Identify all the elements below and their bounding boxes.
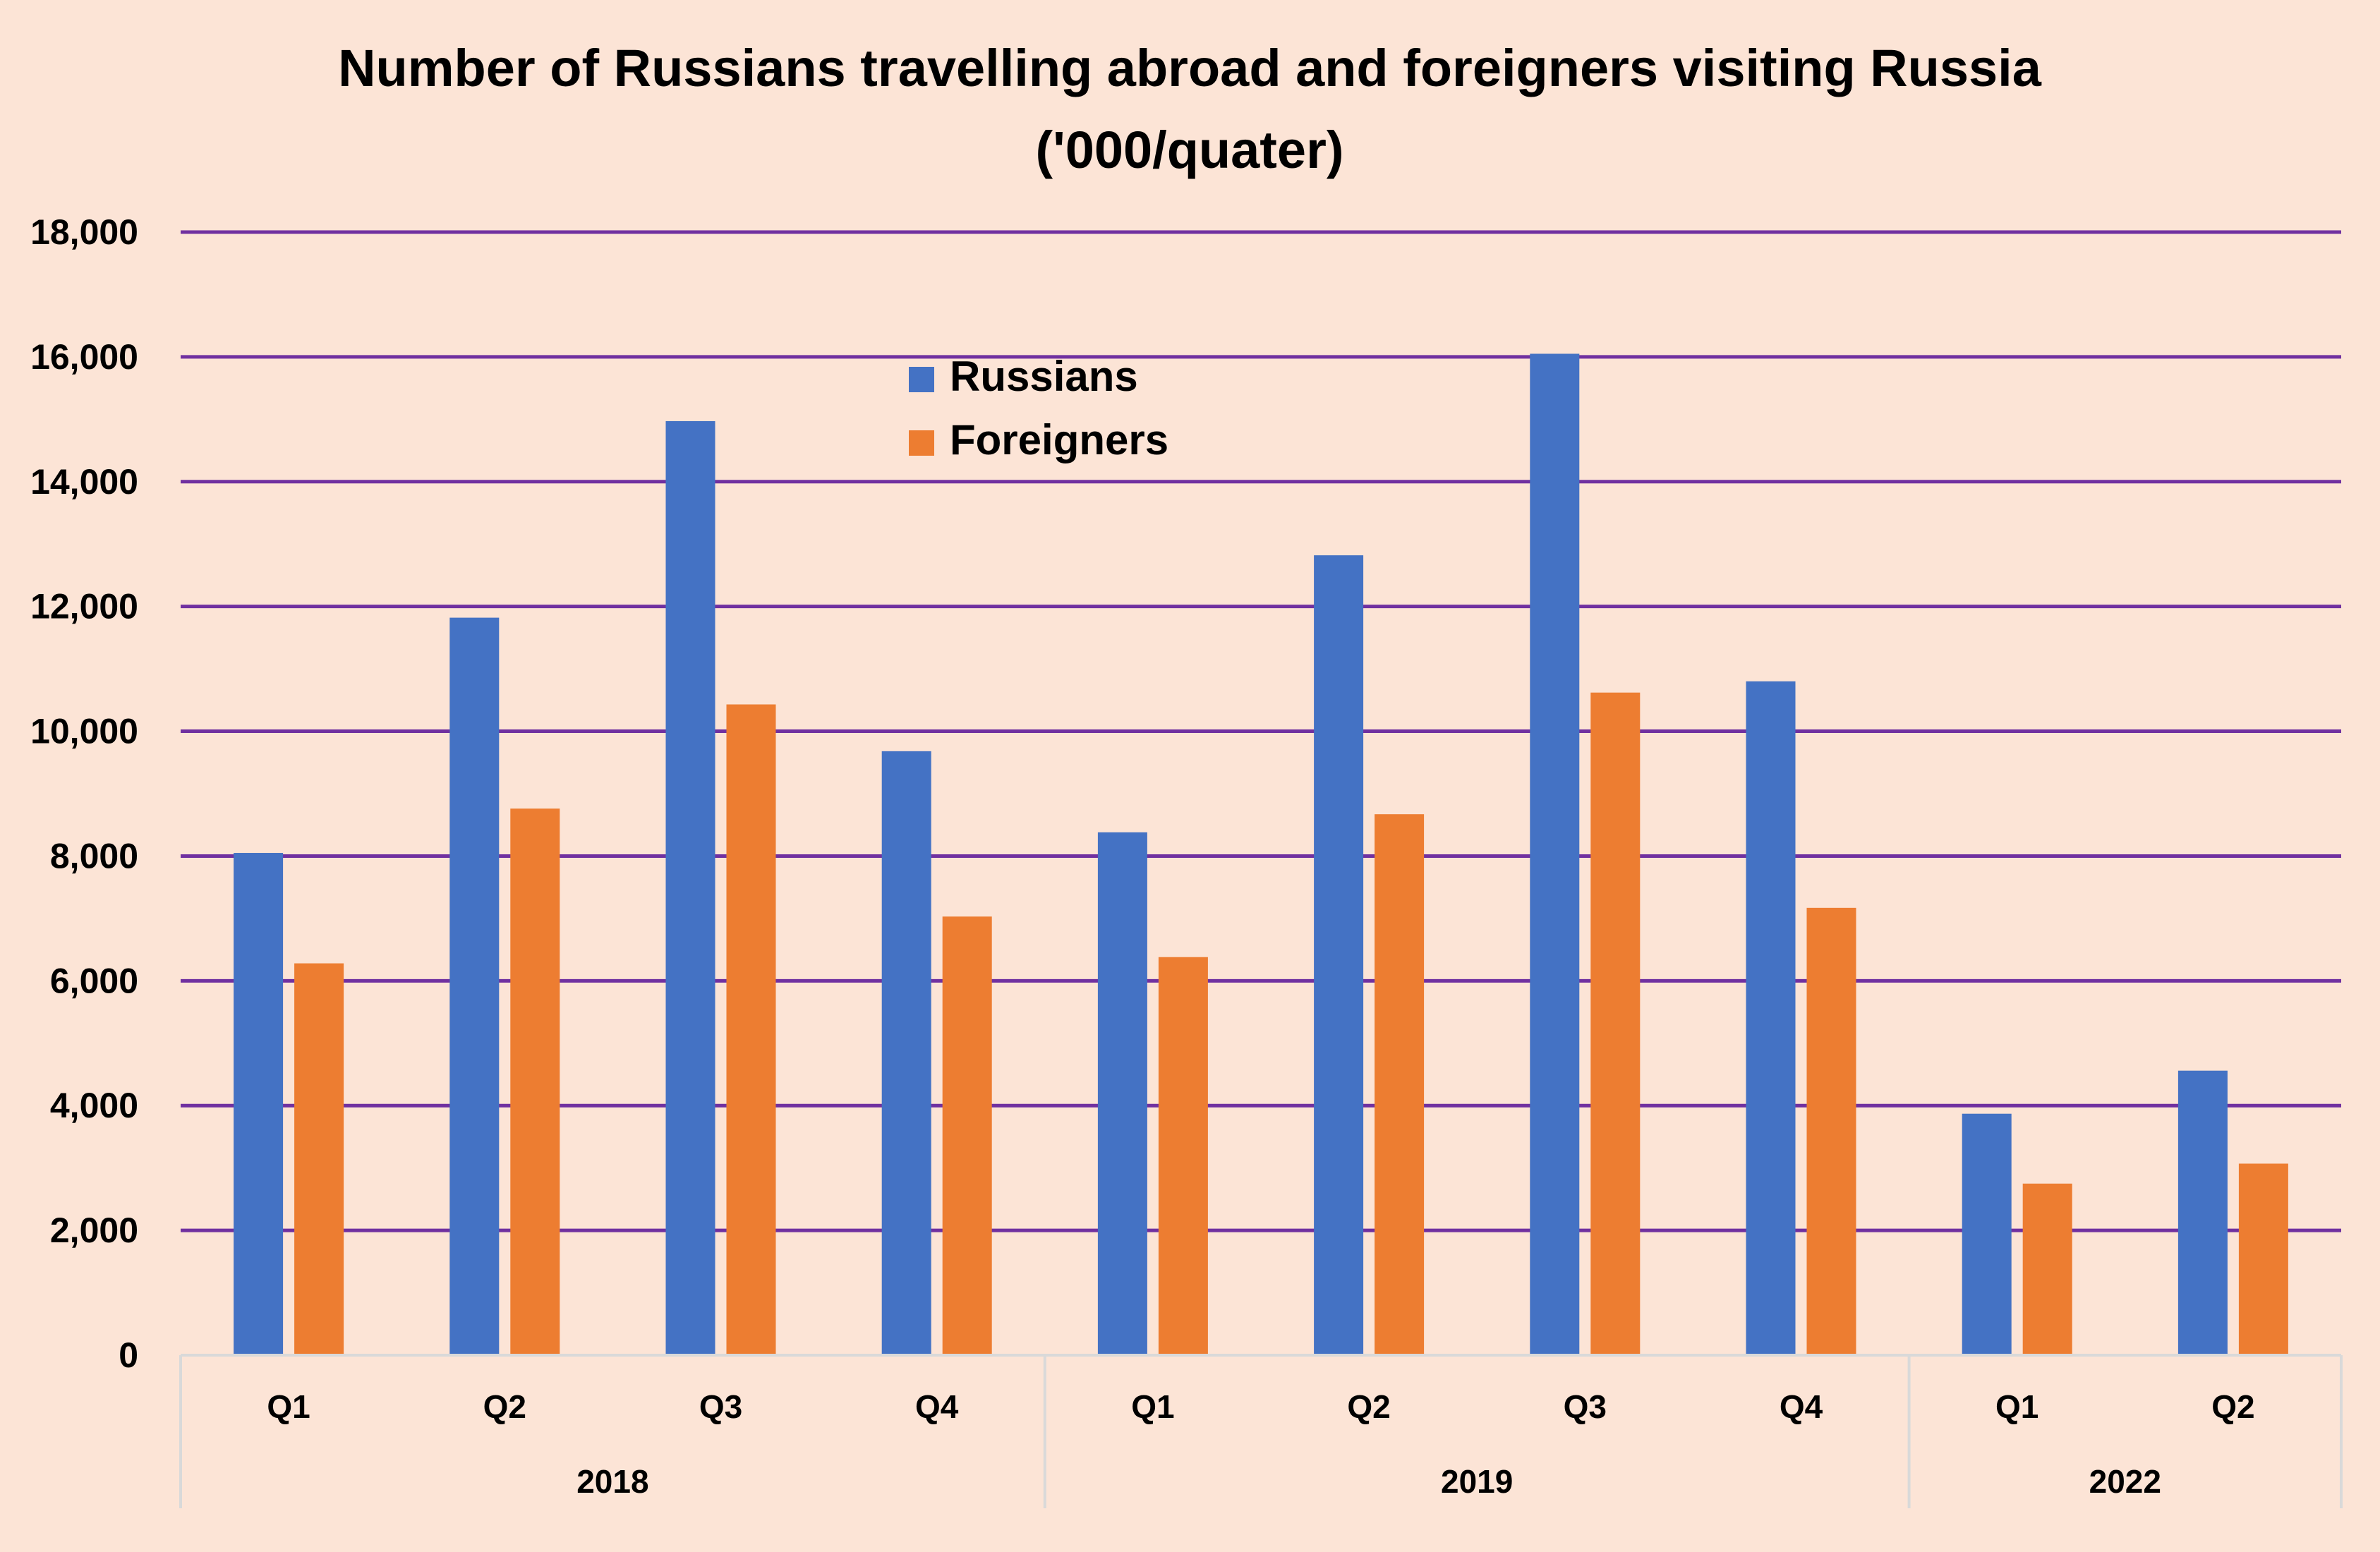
x-tick-label: Q2 <box>1347 1388 1390 1425</box>
bar-russians-9 <box>1962 1113 2012 1355</box>
x-tick-label: Q1 <box>1995 1388 2038 1425</box>
bar-russians-5 <box>1097 832 1147 1355</box>
bar-foreigners-7 <box>1590 692 1641 1355</box>
bar-foreigners-6 <box>1375 814 1425 1355</box>
y-tick-label: 14,000 <box>30 462 138 502</box>
x-tick-label: Q2 <box>2211 1388 2254 1425</box>
legend-swatch-foreigners <box>909 430 934 456</box>
bar-russians-10 <box>2177 1070 2228 1355</box>
bar-russians-1 <box>234 853 284 1355</box>
x-tick-label: Q4 <box>1780 1388 1823 1425</box>
bar-foreigners-1 <box>294 963 344 1355</box>
x-tick-label: Q1 <box>267 1388 310 1425</box>
chart-title: Number of Russians travelling abroad and… <box>338 39 2042 97</box>
y-tick-label: 18,000 <box>30 212 138 252</box>
y-tick-label: 6,000 <box>50 961 138 1000</box>
bar-russians-7 <box>1530 353 1580 1355</box>
bar-russians-2 <box>449 617 500 1355</box>
bar-foreigners-5 <box>1158 957 1208 1355</box>
bar-russians-3 <box>665 420 715 1355</box>
y-tick-label: 0 <box>119 1335 138 1375</box>
bar-foreigners-2 <box>510 808 560 1355</box>
bar-foreigners-8 <box>1806 907 1856 1355</box>
legend-label-russians: Russians <box>950 353 1138 400</box>
x-tick-label: Q3 <box>699 1388 742 1425</box>
legend: Russians Foreigners <box>909 353 1168 463</box>
x-tick-label: Q1 <box>1131 1388 1174 1425</box>
x-axis: Q1 Q2 Q3 Q4 2018 Q1 Q2 Q3 Q4 2019 Q1 Q2 2022 <box>179 1354 2343 1508</box>
bars <box>234 353 2288 1355</box>
y-tick-label: 16,000 <box>30 337 138 377</box>
legend-swatch-russians <box>909 367 934 392</box>
bar-foreigners-9 <box>2022 1183 2072 1355</box>
x-group-label: 2018 <box>576 1463 648 1500</box>
legend-label-foreigners: Foreigners <box>950 416 1168 463</box>
x-group-label: 2022 <box>2089 1463 2161 1500</box>
bar-russians-6 <box>1314 555 1364 1355</box>
y-tick-label: 2,000 <box>50 1211 138 1250</box>
bar-foreigners-4 <box>942 916 992 1355</box>
chart-subtitle: ('000/quater) <box>1035 121 1343 179</box>
x-tick-label: Q2 <box>483 1388 526 1425</box>
bar-russians-8 <box>1746 681 1796 1355</box>
y-tick-label: 10,000 <box>30 712 138 751</box>
y-tick-label: 8,000 <box>50 836 138 875</box>
x-tick-label: Q3 <box>1564 1388 1607 1425</box>
bar-foreigners-10 <box>2238 1163 2288 1355</box>
y-tick-label: 12,000 <box>30 587 138 626</box>
x-group-label: 2019 <box>1441 1463 1513 1500</box>
x-tick-label: Q4 <box>915 1388 959 1425</box>
bar-foreigners-3 <box>726 704 776 1355</box>
y-tick-label: 4,000 <box>50 1086 138 1125</box>
bar-russians-4 <box>881 751 931 1355</box>
